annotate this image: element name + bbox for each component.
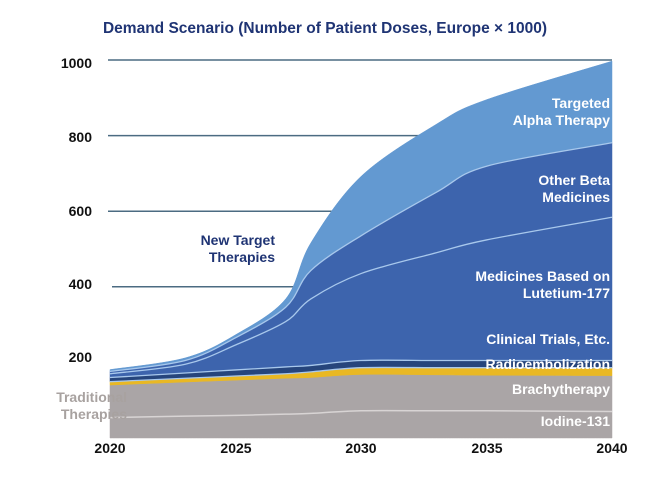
divider-radioembolization <box>109 366 612 383</box>
y-tick-1000: 1000 <box>60 55 92 71</box>
label-brachytherapy: Brachytherapy <box>511 381 610 397</box>
x-tick-2040: 2040 <box>596 440 628 456</box>
label-clinical-trials: Clinical Trials, Etc. <box>486 331 610 347</box>
label-new-target-therapies: New Target Therapies <box>200 232 275 265</box>
x-tick-2030: 2030 <box>345 440 377 456</box>
y-tick-800: 800 <box>68 129 92 145</box>
x-tick-2035: 2035 <box>471 440 503 456</box>
divider-clinical-trials-etc- <box>109 359 612 379</box>
label-lutetium: Medicines Based on Lutetium-177 <box>475 268 610 301</box>
label-traditional-therapies: Traditional Therapies <box>56 389 127 422</box>
chart-title: Demand Scenario (Number of Patient Doses… <box>102 20 548 37</box>
label-other-beta: Other Beta Medicines <box>538 172 610 205</box>
divider-medicines-based-on-lutetium-177 <box>109 216 613 375</box>
divider-iodine-131 <box>109 409 613 419</box>
x-tick-2025: 2025 <box>220 440 252 456</box>
label-iodine: Iodine-131 <box>540 413 610 429</box>
y-tick-600: 600 <box>68 203 92 219</box>
y-tick-400: 400 <box>68 276 92 292</box>
divider-other-beta-medicines <box>109 142 613 373</box>
label-radioembolization: Radioembolization <box>485 356 610 372</box>
y-tick-200: 200 <box>68 349 92 365</box>
label-targeted-alpha: Targeted Alpha Therapy <box>512 95 610 128</box>
x-tick-2020: 2020 <box>94 440 126 456</box>
